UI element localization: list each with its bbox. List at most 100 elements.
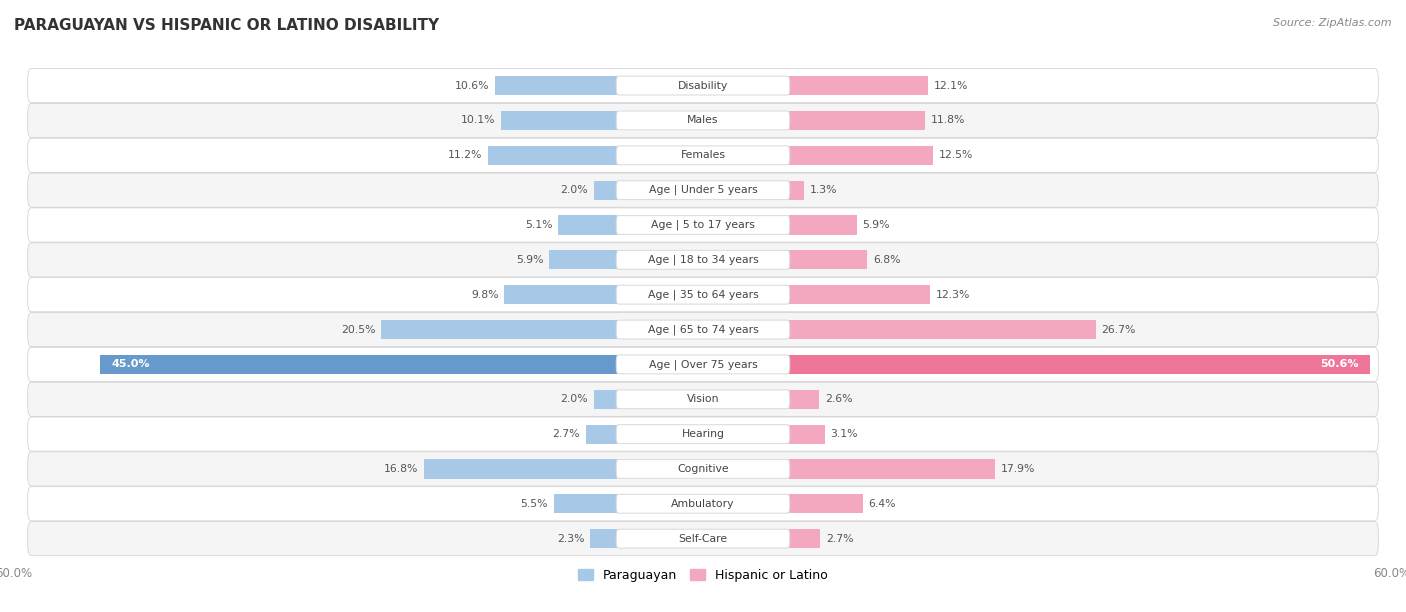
FancyBboxPatch shape	[28, 452, 1378, 486]
Bar	[789, 146, 932, 165]
Text: Age | 65 to 74 years: Age | 65 to 74 years	[648, 324, 758, 335]
Text: 6.4%: 6.4%	[869, 499, 896, 509]
FancyBboxPatch shape	[616, 320, 790, 339]
Text: Age | 18 to 34 years: Age | 18 to 34 years	[648, 255, 758, 265]
Bar	[381, 320, 617, 339]
FancyBboxPatch shape	[28, 348, 1378, 381]
FancyBboxPatch shape	[28, 208, 1378, 242]
Text: Age | Under 5 years: Age | Under 5 years	[648, 185, 758, 195]
FancyBboxPatch shape	[616, 146, 790, 165]
Bar	[100, 355, 617, 374]
Bar	[789, 181, 804, 200]
Text: 12.3%: 12.3%	[936, 289, 970, 300]
Bar	[495, 76, 617, 95]
Bar	[586, 425, 617, 444]
FancyBboxPatch shape	[616, 425, 790, 444]
Legend: Paraguayan, Hispanic or Latino: Paraguayan, Hispanic or Latino	[574, 564, 832, 587]
Text: 2.0%: 2.0%	[561, 394, 588, 405]
Text: 2.7%: 2.7%	[825, 534, 853, 543]
Bar	[789, 320, 1095, 339]
Text: 1.3%: 1.3%	[810, 185, 838, 195]
Text: 45.0%: 45.0%	[111, 359, 150, 370]
FancyBboxPatch shape	[616, 285, 790, 304]
Text: 16.8%: 16.8%	[384, 464, 418, 474]
FancyBboxPatch shape	[28, 173, 1378, 207]
Bar	[789, 494, 863, 513]
Bar	[593, 181, 617, 200]
Text: 2.3%: 2.3%	[557, 534, 585, 543]
FancyBboxPatch shape	[28, 313, 1378, 346]
Text: 5.1%: 5.1%	[524, 220, 553, 230]
FancyBboxPatch shape	[28, 138, 1378, 173]
Text: Females: Females	[681, 151, 725, 160]
Bar	[789, 285, 931, 304]
Bar	[789, 76, 928, 95]
FancyBboxPatch shape	[616, 390, 790, 409]
FancyBboxPatch shape	[616, 111, 790, 130]
FancyBboxPatch shape	[616, 181, 790, 200]
Bar	[789, 425, 825, 444]
Text: 50.6%: 50.6%	[1320, 359, 1358, 370]
Text: Disability: Disability	[678, 81, 728, 91]
FancyBboxPatch shape	[616, 494, 790, 513]
Bar	[789, 215, 856, 234]
Text: 10.1%: 10.1%	[461, 116, 495, 125]
Bar	[789, 460, 994, 479]
FancyBboxPatch shape	[616, 250, 790, 269]
Text: Age | 5 to 17 years: Age | 5 to 17 years	[651, 220, 755, 230]
FancyBboxPatch shape	[28, 278, 1378, 312]
Text: Age | Over 75 years: Age | Over 75 years	[648, 359, 758, 370]
Bar	[593, 390, 617, 409]
Bar	[554, 494, 617, 513]
Bar	[789, 111, 925, 130]
Text: 6.8%: 6.8%	[873, 255, 900, 265]
Text: PARAGUAYAN VS HISPANIC OR LATINO DISABILITY: PARAGUAYAN VS HISPANIC OR LATINO DISABIL…	[14, 18, 439, 34]
Text: 2.0%: 2.0%	[561, 185, 588, 195]
FancyBboxPatch shape	[616, 460, 790, 479]
Text: 3.1%: 3.1%	[831, 429, 858, 439]
Bar	[425, 460, 617, 479]
FancyBboxPatch shape	[28, 103, 1378, 138]
Text: 12.5%: 12.5%	[938, 151, 973, 160]
Text: 12.1%: 12.1%	[934, 81, 969, 91]
Text: 5.9%: 5.9%	[863, 220, 890, 230]
Text: 11.8%: 11.8%	[931, 116, 965, 125]
Text: Vision: Vision	[686, 394, 720, 405]
Bar	[789, 250, 868, 269]
Text: Ambulatory: Ambulatory	[671, 499, 735, 509]
Text: Hearing: Hearing	[682, 429, 724, 439]
Text: 5.9%: 5.9%	[516, 255, 543, 265]
FancyBboxPatch shape	[28, 487, 1378, 521]
Bar	[501, 111, 617, 130]
Text: 2.6%: 2.6%	[825, 394, 852, 405]
FancyBboxPatch shape	[616, 529, 790, 548]
Bar	[488, 146, 617, 165]
Text: Age | 35 to 64 years: Age | 35 to 64 years	[648, 289, 758, 300]
FancyBboxPatch shape	[616, 355, 790, 374]
Text: 2.7%: 2.7%	[553, 429, 581, 439]
Bar	[789, 529, 820, 548]
Text: Self-Care: Self-Care	[679, 534, 727, 543]
FancyBboxPatch shape	[28, 382, 1378, 416]
FancyBboxPatch shape	[28, 417, 1378, 451]
Text: 11.2%: 11.2%	[449, 151, 482, 160]
FancyBboxPatch shape	[616, 76, 790, 95]
Bar	[591, 529, 617, 548]
Bar	[789, 390, 818, 409]
Bar	[550, 250, 617, 269]
FancyBboxPatch shape	[616, 215, 790, 234]
Bar	[505, 285, 617, 304]
Text: Cognitive: Cognitive	[678, 464, 728, 474]
FancyBboxPatch shape	[28, 243, 1378, 277]
Text: Males: Males	[688, 116, 718, 125]
Text: 10.6%: 10.6%	[456, 81, 489, 91]
Text: 17.9%: 17.9%	[1001, 464, 1035, 474]
Bar	[558, 215, 617, 234]
FancyBboxPatch shape	[28, 521, 1378, 556]
FancyBboxPatch shape	[28, 69, 1378, 103]
Text: 9.8%: 9.8%	[471, 289, 499, 300]
Text: 5.5%: 5.5%	[520, 499, 548, 509]
Bar	[789, 355, 1369, 374]
Text: Source: ZipAtlas.com: Source: ZipAtlas.com	[1274, 18, 1392, 28]
Text: 20.5%: 20.5%	[342, 324, 375, 335]
